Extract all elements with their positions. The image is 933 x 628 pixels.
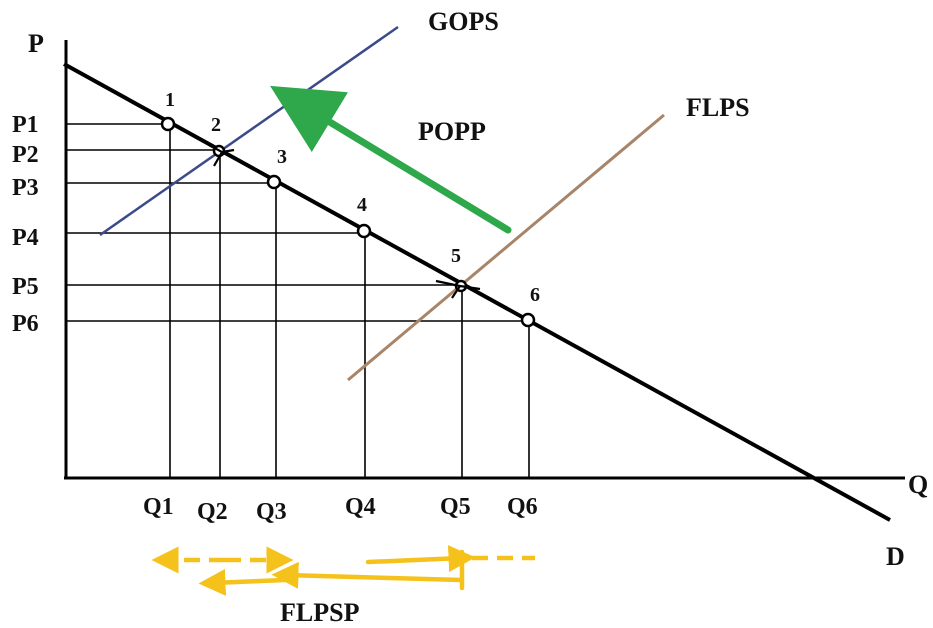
gops-label: GOPS bbox=[428, 7, 499, 36]
quantity-label-q3: Q3 bbox=[256, 499, 287, 525]
popp-arrow bbox=[270, 85, 512, 234]
gops-supply-line bbox=[99, 25, 399, 237]
demand-label: D bbox=[886, 542, 905, 571]
point-label-1: 1 bbox=[165, 89, 175, 111]
point-label-2: 2 bbox=[211, 114, 221, 136]
intersection-mark-5 bbox=[435, 279, 481, 299]
flpsp-arrow-q4-q5 bbox=[365, 545, 476, 573]
point-label-3: 3 bbox=[277, 146, 287, 168]
flpsp-arrow-q5-q3 bbox=[271, 561, 465, 589]
demand-line bbox=[63, 62, 891, 522]
flpsp-label: FLPSP bbox=[280, 598, 360, 627]
intersection-mark-2 bbox=[208, 144, 235, 167]
price-label-p1: P1 bbox=[12, 112, 39, 138]
point-labels: 1 2 3 4 5 6 bbox=[165, 89, 540, 306]
price-label-p2: P2 bbox=[12, 142, 39, 168]
x-axis-label: Q bbox=[908, 470, 928, 499]
point-label-5: 5 bbox=[451, 245, 461, 267]
flps-label: FLPS bbox=[686, 93, 750, 122]
flpsp-arrow-q3-q2 bbox=[198, 568, 288, 596]
flps-supply-line bbox=[347, 113, 665, 382]
point-label-4: 4 bbox=[357, 194, 367, 216]
quantity-labels: Q1 Q2 Q3 Q4 Q5 Q6 bbox=[143, 494, 538, 525]
point-6 bbox=[520, 312, 536, 328]
point-label-6: 6 bbox=[530, 284, 540, 306]
quantity-guides bbox=[169, 124, 530, 478]
quantity-label-q4: Q4 bbox=[345, 494, 376, 520]
popp-label: POPP bbox=[418, 117, 486, 146]
flpsp-arrows bbox=[151, 545, 535, 596]
y-axis-label: P bbox=[28, 29, 44, 58]
quantity-label-q5: Q5 bbox=[440, 494, 471, 520]
quantity-label-q2: Q2 bbox=[197, 499, 228, 525]
price-label-p4: P4 bbox=[12, 225, 39, 251]
point-4 bbox=[356, 223, 372, 239]
quantity-label-q6: Q6 bbox=[507, 494, 538, 520]
price-label-p6: P6 bbox=[12, 311, 39, 337]
point-3 bbox=[266, 174, 282, 190]
price-labels: P1 P2 P3 P4 P5 P6 bbox=[12, 112, 39, 337]
quantity-label-q1: Q1 bbox=[143, 494, 174, 520]
price-label-p5: P5 bbox=[12, 274, 39, 300]
point-1 bbox=[160, 116, 176, 132]
price-label-p3: P3 bbox=[12, 175, 39, 201]
